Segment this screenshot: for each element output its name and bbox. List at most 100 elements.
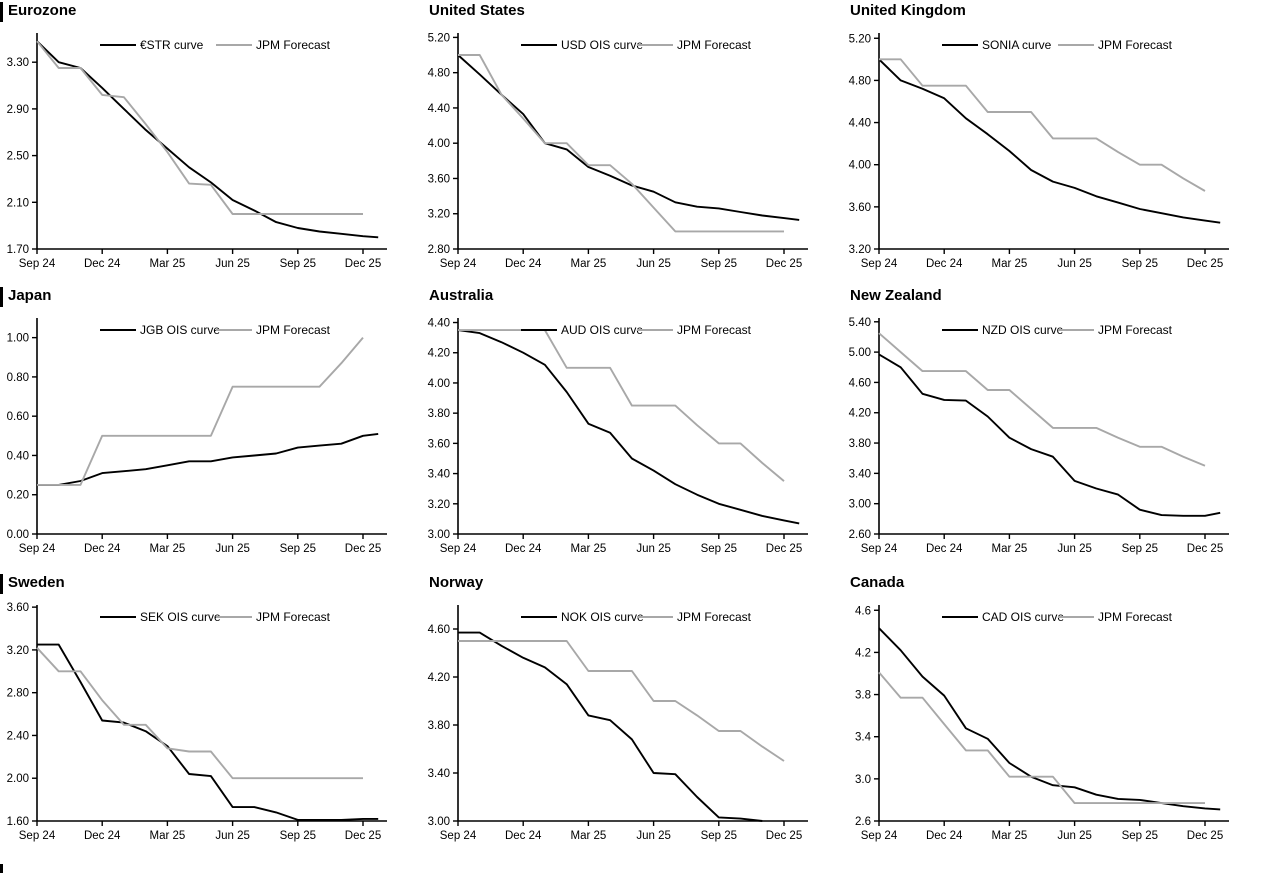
x-tick-label: Dec 25 <box>345 830 381 842</box>
legend-label: NOK OIS curve <box>561 610 644 624</box>
x-tick-label: Sep 24 <box>19 258 56 270</box>
y-tick-label: 3.60 <box>428 438 450 450</box>
y-tick-label: 3.8 <box>855 690 871 702</box>
chart-canvas-japan: 0.00 0.20 0.40 0.60 0.80 1.00 Sep 24 Dec 24 Mar … <box>7 318 387 555</box>
legend-item-forecast: JPM Forecast <box>216 38 331 52</box>
y-tick-label: 4.80 <box>849 75 871 87</box>
y-tick-label: 4.6 <box>855 605 871 617</box>
x-tick-label: Dec 25 <box>1187 543 1223 555</box>
y-tick-label: 3.40 <box>428 469 450 481</box>
x-tick-label: Sep 24 <box>440 830 477 842</box>
chart-panel-united-kingdom: United Kingdom 3.20 3.60 4.00 4.40 4.80 5.20 Se… <box>842 0 1264 285</box>
y-tick-label: 1.70 <box>7 244 29 256</box>
x-tick-label: Sep 25 <box>1122 258 1158 270</box>
y-tick-label: 3.20 <box>849 244 871 256</box>
legend-label: JPM Forecast <box>1098 38 1173 52</box>
chart-title-row: Canada <box>842 574 1264 595</box>
x-tick-label: Dec 24 <box>84 258 121 270</box>
chart-title-row: Japan <box>0 287 421 308</box>
y-tick-label: 3.80 <box>849 438 871 450</box>
chart-title: United States <box>429 2 525 19</box>
x-tick-label: Mar 25 <box>571 543 607 555</box>
x-tick-label: Dec 25 <box>345 543 381 555</box>
y-tick-label: 4.2 <box>855 647 871 659</box>
legend-label: JPM Forecast <box>256 323 331 337</box>
y-tick-label: 4.60 <box>428 624 450 636</box>
x-tick-label: Sep 25 <box>1122 830 1158 842</box>
legend-label: JPM Forecast <box>1098 610 1173 624</box>
y-tick-label: 0.60 <box>7 411 29 423</box>
x-tick-label: Dec 24 <box>505 830 542 842</box>
y-tick-label: 2.50 <box>7 151 29 163</box>
y-tick-label: 0.40 <box>7 450 29 462</box>
chart-canvas-norway: 3.00 3.40 3.80 4.20 4.60 Sep 24 Dec 24 Mar 25 Ju… <box>428 605 808 842</box>
legend-item-curve: €STR curve <box>100 38 204 52</box>
x-tick-label: Dec 25 <box>345 258 381 270</box>
y-tick-label: 3.00 <box>428 529 450 541</box>
chart-title: Norway <box>429 574 484 591</box>
x-tick-label: Mar 25 <box>992 543 1028 555</box>
legend-item-forecast: JPM Forecast <box>1058 610 1173 624</box>
x-tick-label: Dec 24 <box>926 830 963 842</box>
x-tick-label: Dec 25 <box>766 258 802 270</box>
x-tick-label: Jun 25 <box>215 258 250 270</box>
y-tick-label: 2.80 <box>7 688 29 700</box>
forecast-line <box>879 58 1206 192</box>
y-tick-label: 3.60 <box>428 173 450 185</box>
x-tick-label: Dec 25 <box>766 830 802 842</box>
chart-canvas-eurozone: 1.70 2.10 2.50 2.90 3.30 Sep 24 Dec 24 Mar 25 Ju… <box>7 33 387 270</box>
y-tick-label: 3.80 <box>428 720 450 732</box>
y-tick-label: 1.60 <box>7 816 29 828</box>
chart-panel-united-states: United States 2.80 3.20 3.60 4.00 4.40 4.80 5.2… <box>421 0 842 285</box>
y-tick-label: 3.20 <box>428 499 450 511</box>
section-bar <box>0 287 3 307</box>
x-tick-label: Dec 24 <box>926 258 963 270</box>
x-tick-label: Jun 25 <box>215 543 250 555</box>
x-tick-label: Mar 25 <box>992 258 1028 270</box>
x-tick-label: Dec 24 <box>505 258 542 270</box>
legend-item-forecast: JPM Forecast <box>1058 323 1173 337</box>
y-tick-label: 1.00 <box>7 333 29 345</box>
legend-item-curve: SONIA curve <box>942 38 1052 52</box>
y-tick-label: 4.60 <box>849 377 871 389</box>
chart-title: Sweden <box>8 574 65 591</box>
legend-label: NZD OIS curve <box>982 323 1064 337</box>
x-tick-label: Jun 25 <box>1057 543 1092 555</box>
x-tick-label: Sep 24 <box>861 258 898 270</box>
x-tick-label: Sep 24 <box>861 543 898 555</box>
section-bar <box>0 2 3 22</box>
chart-canvas-united-states: 2.80 3.20 3.60 4.00 4.40 4.80 5.20 Sep 24 Dec 24… <box>428 32 808 270</box>
x-tick-label: Dec 25 <box>1187 258 1223 270</box>
chart-panel-australia: Australia 3.00 3.20 3.40 3.60 3.80 4.00 4.20 4.4… <box>421 285 842 572</box>
y-tick-label: 4.40 <box>428 318 450 330</box>
x-tick-label: Sep 24 <box>861 830 898 842</box>
y-tick-label: 4.20 <box>849 408 871 420</box>
x-tick-label: Sep 25 <box>1122 543 1158 555</box>
x-tick-label: Sep 25 <box>280 543 316 555</box>
y-tick-label: 5.20 <box>849 33 871 45</box>
legend-label: JPM Forecast <box>256 38 331 52</box>
y-tick-label: 4.80 <box>428 68 450 80</box>
legend-item-curve: AUD OIS curve <box>521 323 643 337</box>
chart-panel-norway: Norway 3.00 3.40 3.80 4.20 4.60 Sep 24 Dec 24 Ma… <box>421 572 842 873</box>
y-tick-label: 4.00 <box>428 138 450 150</box>
legend-item-forecast: JPM Forecast <box>216 610 331 624</box>
legend-item-curve: JGB OIS curve <box>100 323 220 337</box>
x-tick-label: Sep 25 <box>701 543 737 555</box>
y-tick-label: 4.40 <box>849 118 871 130</box>
y-tick-label: 2.40 <box>7 730 29 742</box>
market-curve-line <box>878 58 1221 224</box>
chart-title-row: Eurozone <box>0 2 421 23</box>
x-tick-label: Mar 25 <box>571 258 607 270</box>
y-tick-label: 3.00 <box>849 499 871 511</box>
x-tick-label: Jun 25 <box>636 258 671 270</box>
y-tick-label: 4.20 <box>428 348 450 360</box>
y-tick-label: 2.6 <box>855 816 871 828</box>
legend-label: CAD OIS curve <box>982 610 1064 624</box>
chart-panel-japan: Japan 0.00 0.20 0.40 0.60 0.80 1.00 Sep 24 Dec 2… <box>0 285 421 572</box>
chart-title: United Kingdom <box>850 2 966 19</box>
legend-label: AUD OIS curve <box>561 323 643 337</box>
chart-title: Canada <box>850 574 905 591</box>
x-tick-label: Jun 25 <box>636 830 671 842</box>
y-tick-label: 3.30 <box>7 57 29 69</box>
